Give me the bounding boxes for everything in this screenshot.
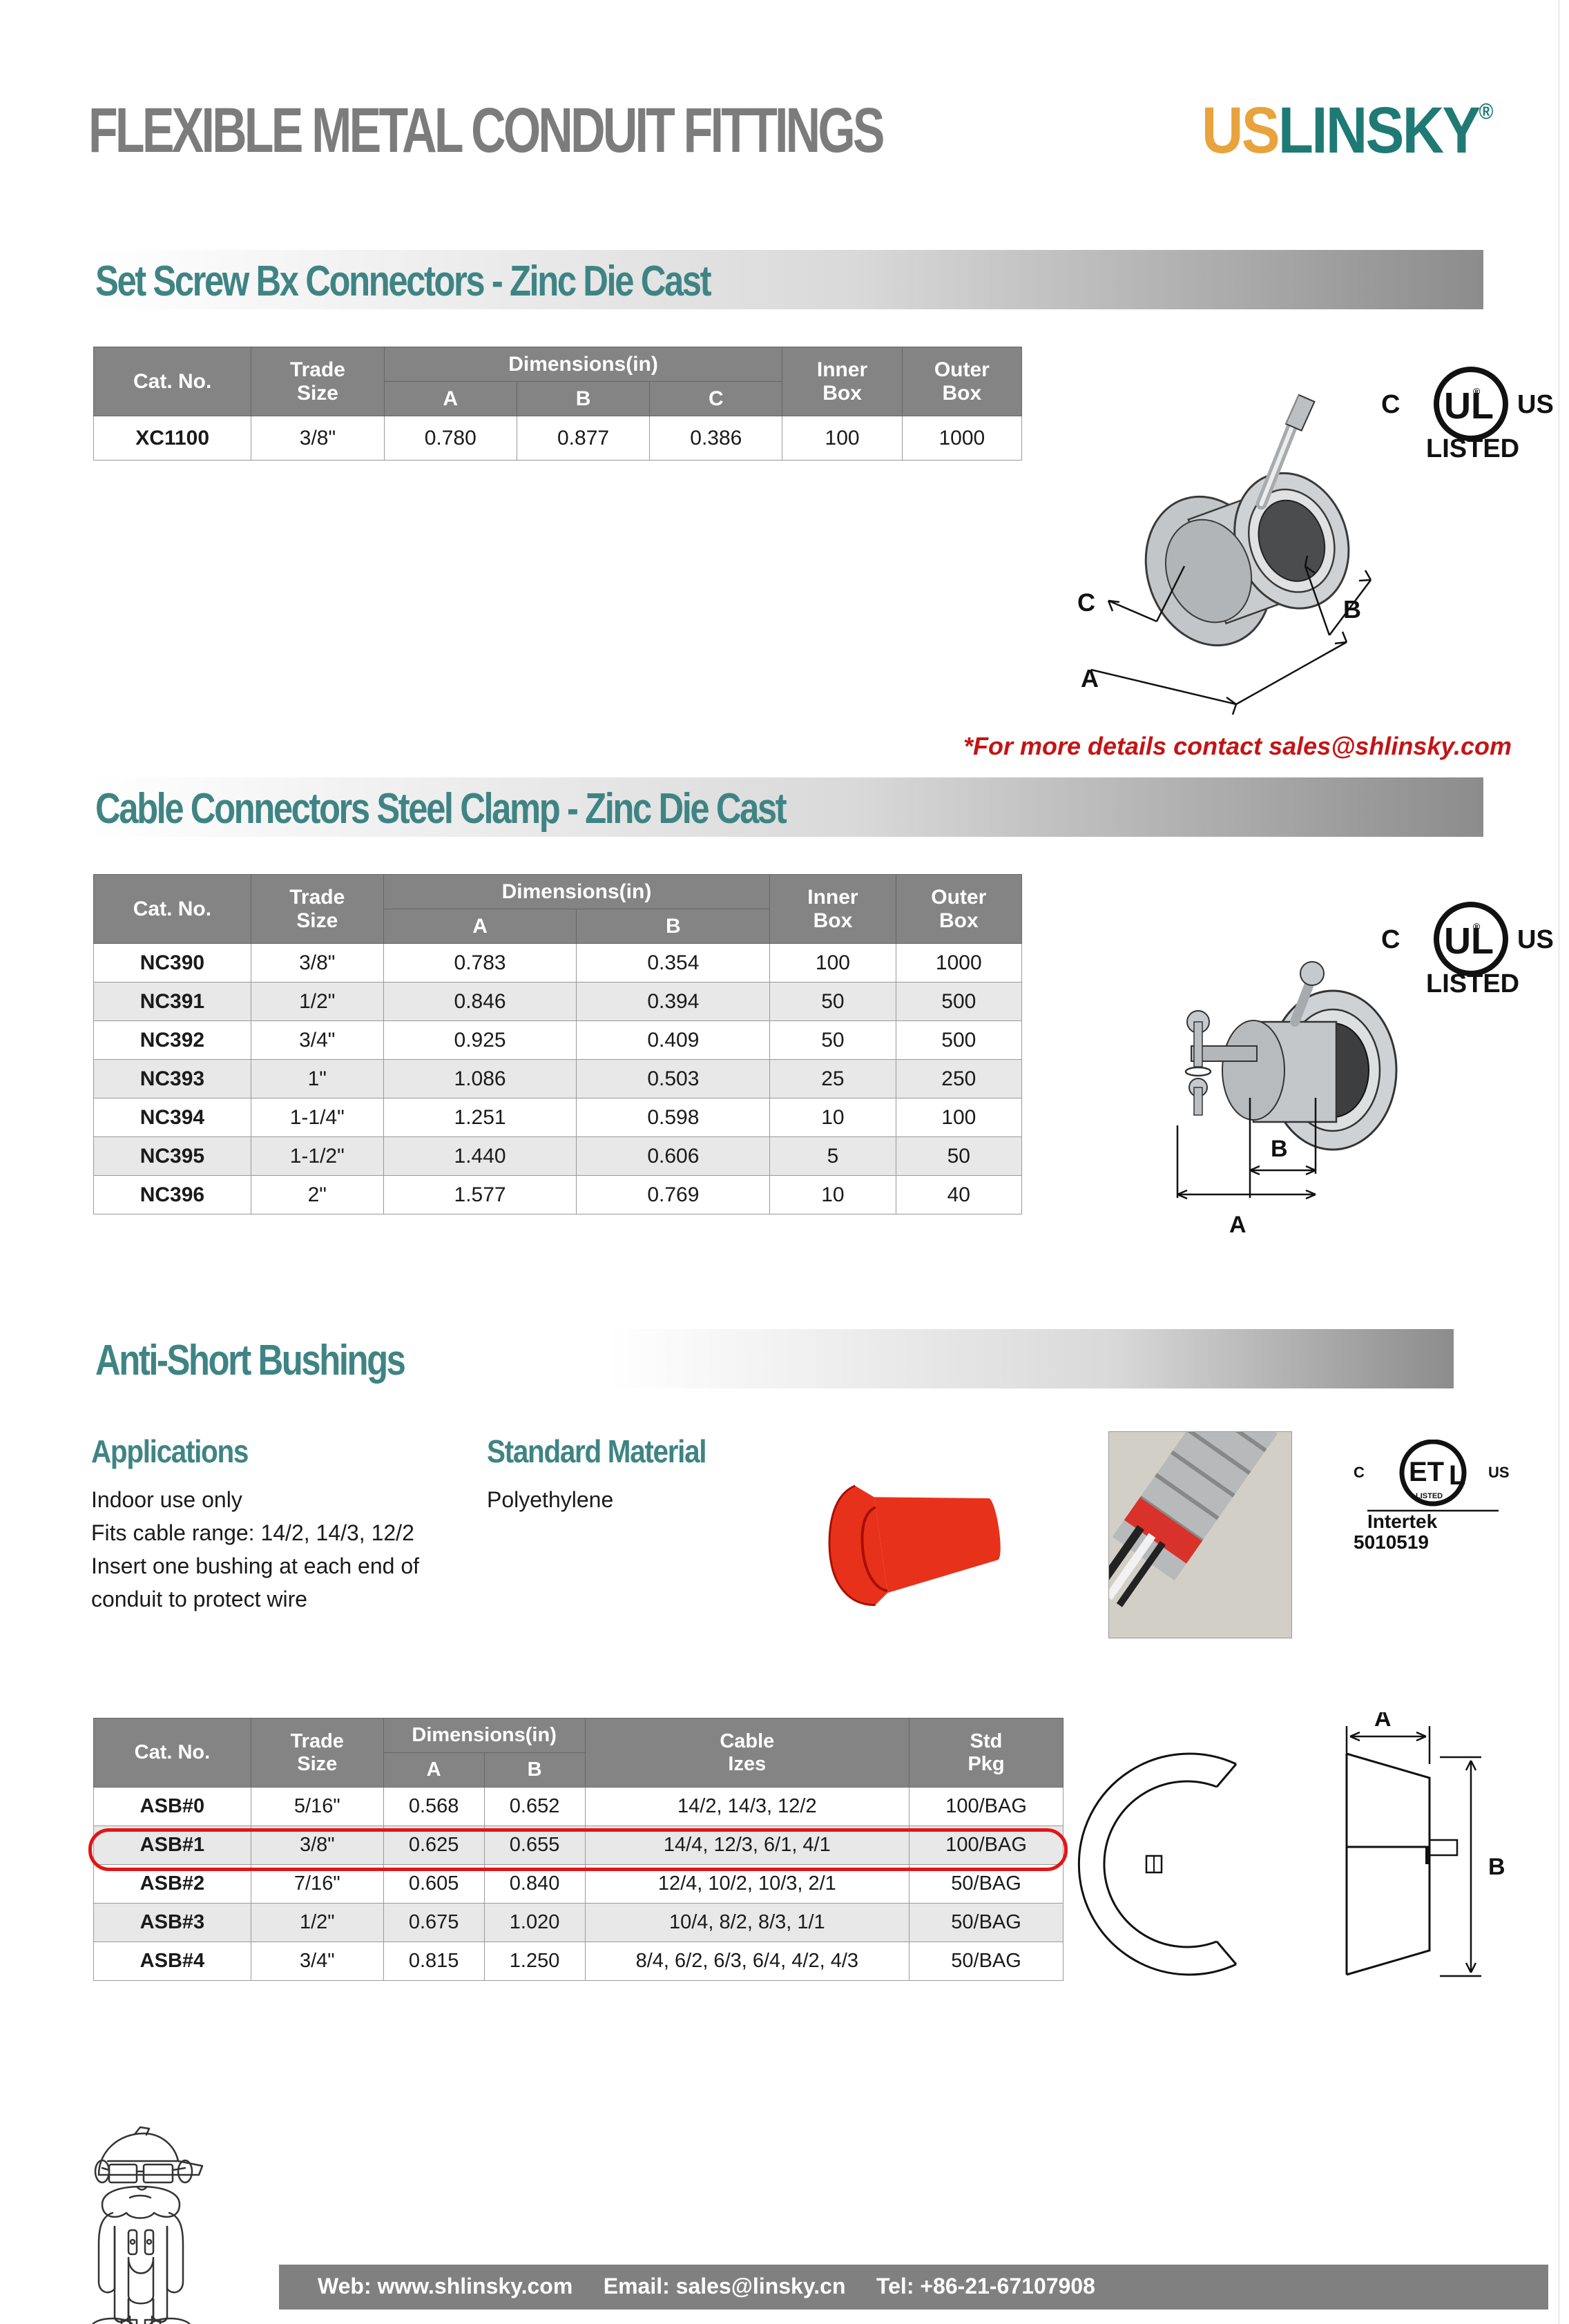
svg-text:LISTED: LISTED (1426, 969, 1519, 998)
svg-text:UL: UL (1444, 920, 1494, 962)
svg-text:US: US (1488, 1464, 1510, 1481)
svg-text:A: A (1081, 664, 1099, 693)
svg-text:US: US (1517, 390, 1554, 419)
svg-text:US: US (1517, 925, 1554, 954)
svg-text:UL: UL (1444, 385, 1494, 427)
svg-text:B: B (1271, 1136, 1288, 1162)
svg-text:B: B (1488, 1854, 1505, 1880)
svg-text:LISTED: LISTED (1426, 434, 1519, 463)
svg-text:A: A (1229, 1212, 1246, 1238)
svg-text:®: ® (1473, 386, 1481, 397)
svg-text:A: A (1374, 1712, 1392, 1732)
svg-text:C: C (1381, 390, 1400, 419)
svg-text:L: L (1449, 1460, 1465, 1491)
svg-text:C: C (1077, 588, 1095, 617)
svg-text:®: ® (1473, 921, 1481, 932)
svg-text:C: C (1354, 1464, 1365, 1481)
svg-text:LISTED: LISTED (1416, 1492, 1443, 1500)
svg-text:ET: ET (1409, 1457, 1444, 1487)
svg-text:B: B (1343, 595, 1361, 623)
svg-text:C: C (1381, 925, 1400, 954)
svg-text:Intertek: Intertek (1367, 1511, 1438, 1529)
